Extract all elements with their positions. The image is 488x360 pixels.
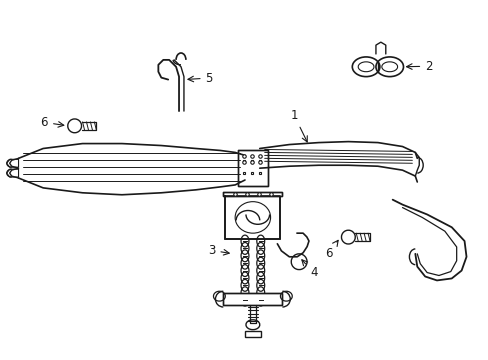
Polygon shape	[225, 196, 280, 239]
Polygon shape	[244, 330, 260, 337]
Polygon shape	[238, 150, 267, 186]
Polygon shape	[223, 192, 282, 196]
Text: 3: 3	[208, 244, 229, 257]
Text: 5: 5	[187, 72, 213, 85]
Polygon shape	[223, 293, 282, 305]
Text: 4: 4	[301, 260, 317, 279]
Text: 6: 6	[324, 240, 337, 260]
Text: 6: 6	[41, 116, 63, 129]
Polygon shape	[7, 169, 19, 177]
Text: 1: 1	[290, 109, 306, 142]
Text: 2: 2	[406, 60, 432, 73]
Polygon shape	[7, 159, 19, 167]
